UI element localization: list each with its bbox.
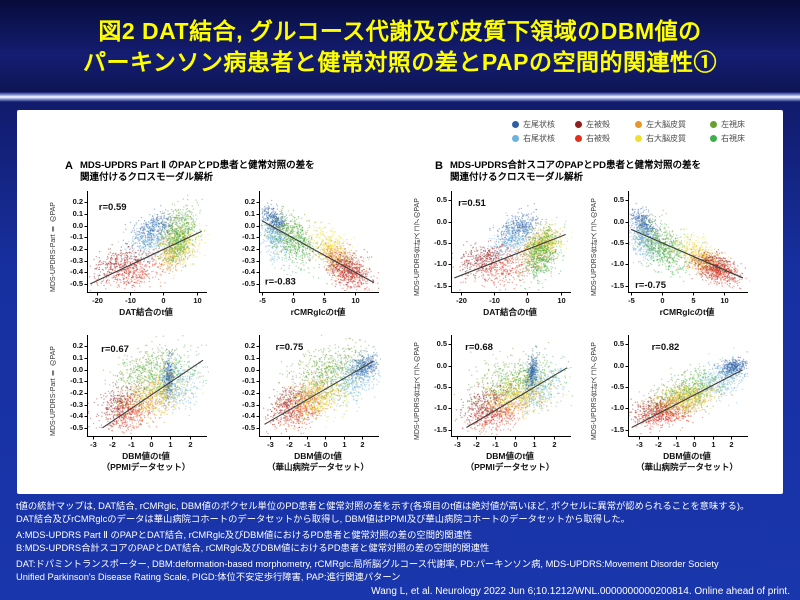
x-axis-label-line1: DAT結合のt値 bbox=[119, 307, 173, 317]
scatter-canvas bbox=[59, 188, 209, 306]
footnote-line: DAT結合及びrCMRglcのデータは華山病院コホートのデータセットから取得し,… bbox=[16, 514, 630, 525]
plot-b2-rcmrglc: MDS-UPDRS合計スコアのPAP rCMRglcのt値 bbox=[589, 188, 750, 318]
plot-a1-dat: MDS-UPDRS-Part Ⅱ のPAP DAT結合のt値 bbox=[48, 188, 209, 318]
slide-title: 図2 DAT結合, グルコース代謝及び皮質下領域のDBM値の パーキンソン病患者… bbox=[0, 0, 800, 92]
footnotes: t値の統計マップは, DAT結合, rCMRglc, DBM値のボクセル単位のP… bbox=[16, 500, 790, 599]
plot-b4-dbm-huashan: MDS-UPDRS合計スコアのPAP DBM値のt値 （華山病院データセット） bbox=[589, 332, 750, 473]
footnote-line: A:MDS-UPDRS Part Ⅱ のPAPとDAT結合, rCMRglc及び… bbox=[16, 529, 473, 540]
legend: 左尾状核 左被殻 左大脳皮質 左視床右尾状核 右被殻 右大脳皮質 右視床 bbox=[512, 117, 745, 145]
legend-dot-icon bbox=[575, 134, 582, 142]
footnote-line: t値の統計マップは, DAT結合, rCMRglc, DBM値のボクセル単位のP… bbox=[16, 501, 750, 511]
legend-label: 右尾状核 bbox=[523, 133, 555, 143]
legend-row: 右尾状核 右被殻 右大脳皮質 右視床 bbox=[512, 131, 745, 145]
plot-b3-dbm-ppmi: MDS-UPDRS合計スコアのPAP DBM値のt値 （PPMIデータセット） bbox=[412, 332, 573, 473]
x-axis-label: DBM値のt値 （華山病院データセット） bbox=[231, 451, 381, 473]
legend-dot-icon bbox=[635, 120, 642, 128]
section-a-label: A bbox=[65, 160, 73, 172]
title-line1: 図2 DAT結合, グルコース代謝及び皮質下領域のDBM値の bbox=[98, 18, 702, 44]
x-axis-label-line2: （PPMIデータセット） bbox=[101, 462, 191, 472]
x-axis-label: rCMRglcのt値 bbox=[600, 307, 750, 318]
legend-dot-icon bbox=[575, 120, 582, 128]
section-a-header: A MDS-UPDRS Part Ⅱ のPAPとPD患者と健常対照の差を 関連付… bbox=[65, 160, 315, 183]
section-b-label: B bbox=[435, 160, 443, 172]
y-axis-label: MDS-UPDRS-Part Ⅱ のPAP bbox=[50, 346, 57, 436]
legend-dot-icon bbox=[710, 120, 717, 128]
legend-dot-icon bbox=[512, 120, 519, 128]
x-axis-label-line2: （華山病院データセット） bbox=[635, 462, 738, 472]
section-b-header: B MDS-UPDRS合計スコアのPAPとPD患者と健常対照の差を 関連付けるク… bbox=[435, 160, 701, 183]
section-b-title: MDS-UPDRS合計スコアのPAPとPD患者と健常対照の差を 関連付けるクロス… bbox=[449, 160, 702, 183]
scatter-canvas bbox=[600, 332, 750, 450]
legend-item: 左視床 bbox=[710, 119, 745, 130]
section-a-title: MDS-UPDRS Part Ⅱ のPAPとPD患者と健常対照の差を 関連付ける… bbox=[79, 160, 315, 183]
legend-item: 右視床 bbox=[710, 133, 745, 144]
x-axis-label-line1: rCMRglcのt値 bbox=[290, 307, 346, 317]
x-axis-label-line1: DAT結合のt値 bbox=[483, 307, 537, 317]
x-axis-label: DAT結合のt値 bbox=[59, 307, 209, 318]
x-axis-label-line1: DBM値のt値 bbox=[486, 451, 534, 461]
footnote-line: B:MDS-UPDRS合計スコアのPAPとDAT結合, rCMRglc及びDBM… bbox=[16, 543, 490, 554]
footnote-line: Unified Parkinson's Disease Rating Scale… bbox=[16, 572, 401, 583]
y-axis-label: MDS-UPDRS合計スコアのPAP bbox=[414, 198, 421, 296]
legend-label: 左尾状核 bbox=[523, 119, 555, 129]
scatter-canvas bbox=[59, 332, 209, 450]
scatter-canvas bbox=[423, 188, 573, 306]
legend-label: 右被殻 bbox=[586, 133, 610, 143]
x-axis-label-line2: （華山病院データセット） bbox=[266, 462, 369, 472]
legend-item: 右被殻 bbox=[575, 133, 635, 144]
x-axis-label: DBM値のt値 （PPMIデータセット） bbox=[423, 451, 573, 473]
x-axis-label: DBM値のt値 （華山病院データセット） bbox=[600, 451, 750, 473]
plot-a4-dbm-huashan: DBM値のt値 （華山病院データセット） bbox=[220, 332, 381, 473]
y-axis-label: MDS-UPDRS合計スコアのPAP bbox=[414, 342, 421, 440]
scatter-canvas bbox=[600, 188, 750, 306]
legend-label: 左大脳皮質 bbox=[646, 119, 686, 129]
divider-bar bbox=[0, 92, 800, 102]
y-axis-label bbox=[220, 332, 231, 450]
legend-dot-icon bbox=[710, 134, 717, 142]
x-axis-label-line1: DBM値のt値 bbox=[663, 451, 711, 461]
legend-item: 右尾状核 bbox=[512, 133, 575, 144]
legend-item: 左尾状核 bbox=[512, 119, 575, 130]
plot-b1-dat: MDS-UPDRS合計スコアのPAP DAT結合のt値 bbox=[412, 188, 573, 318]
legend-label: 左被殻 bbox=[586, 119, 610, 129]
figure-panel: 左尾状核 左被殻 左大脳皮質 左視床右尾状核 右被殻 右大脳皮質 右視床 A MDS-UPD… bbox=[17, 110, 783, 494]
scatter-canvas bbox=[423, 332, 573, 450]
y-axis-label: MDS-UPDRS-Part Ⅱ のPAP bbox=[50, 202, 57, 292]
plot-a2-rcmrglc: rCMRglcのt値 bbox=[220, 188, 381, 318]
title-line2: パーキンソン病患者と健常対照の差とPAPの空間的関連性① bbox=[83, 49, 717, 75]
y-axis-label bbox=[220, 188, 231, 306]
x-axis-label: rCMRglcのt値 bbox=[231, 307, 381, 318]
x-axis-label-line1: DBM値のt値 bbox=[122, 451, 170, 461]
scatter-canvas bbox=[231, 332, 381, 450]
citation: Wang L, et al. Neurology 2022 Jun 6;10.1… bbox=[371, 586, 790, 598]
y-axis-label: MDS-UPDRS合計スコアのPAP bbox=[591, 342, 598, 440]
legend-label: 右視床 bbox=[721, 133, 745, 143]
legend-row: 左尾状核 左被殻 左大脳皮質 左視床 bbox=[512, 117, 745, 131]
scatter-canvas bbox=[231, 188, 381, 306]
x-axis-label: DBM値のt値 （PPMIデータセット） bbox=[59, 451, 209, 473]
x-axis-label-line1: DBM値のt値 bbox=[294, 451, 342, 461]
legend-item: 右大脳皮質 bbox=[635, 133, 710, 144]
legend-dot-icon bbox=[512, 134, 519, 142]
x-axis-label-line1: rCMRglcのt値 bbox=[659, 307, 715, 317]
legend-item: 左大脳皮質 bbox=[635, 119, 710, 130]
legend-item: 左被殻 bbox=[575, 119, 635, 130]
x-axis-label-line2: （PPMIデータセット） bbox=[465, 462, 555, 472]
legend-dot-icon bbox=[635, 134, 642, 142]
plot-a3-dbm-ppmi: MDS-UPDRS-Part Ⅱ のPAP DBM値のt値 （PPMIデータセッ… bbox=[48, 332, 209, 473]
legend-label: 左視床 bbox=[721, 119, 745, 129]
footnote-line: DAT:ドパミントランスポーター, DBM:deformation-based … bbox=[16, 558, 719, 569]
y-axis-label: MDS-UPDRS合計スコアのPAP bbox=[591, 198, 598, 296]
legend-label: 右大脳皮質 bbox=[646, 133, 686, 143]
x-axis-label: DAT結合のt値 bbox=[423, 307, 573, 318]
